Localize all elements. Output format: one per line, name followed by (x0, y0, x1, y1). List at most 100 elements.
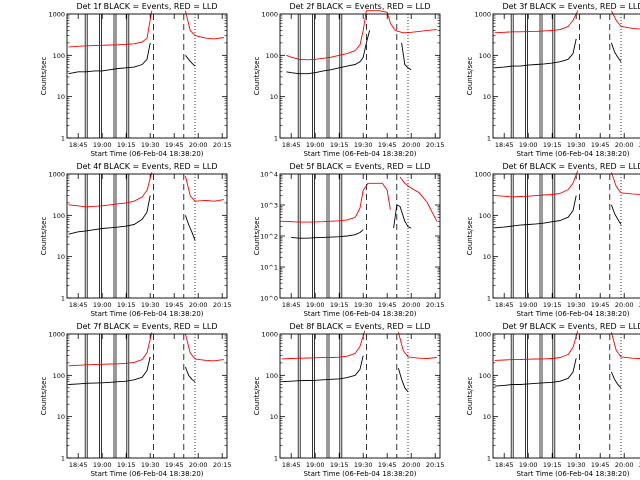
panel-title: Det 1f BLACK = Events, RED = LLD (76, 2, 217, 11)
x-tick-label: 19:30 (354, 301, 373, 309)
x-tick-label: 19:45 (378, 301, 397, 309)
x-tick-label: 19:00 (519, 461, 538, 469)
x-tick-label: 20:00 (402, 301, 421, 309)
x-tick-label: 18:45 (282, 461, 301, 469)
panel-6: Det 6f BLACK = Events, RED = LLD Counts/s… (466, 162, 640, 318)
y-tick-label: 10^0 (260, 295, 278, 303)
x-tick-label: 20:00 (402, 461, 421, 469)
y-tick-label: 100 (479, 212, 491, 220)
y-tick-label: 1 (487, 135, 491, 143)
events-series-line (286, 30, 412, 75)
x-axis-label: Start Time (06-Feb-04 18:38:20) (303, 310, 416, 318)
panel-1: Det 1f BLACK = Events, RED = LLD Counts/s… (40, 2, 232, 158)
x-tick-label: 19:30 (567, 461, 586, 469)
x-tick-label: 19:45 (591, 461, 610, 469)
y-tick-label: 10^3 (260, 202, 278, 210)
x-tick-label: 20:15 (426, 141, 445, 149)
x-tick-label: 20:15 (426, 301, 445, 309)
x-tick-label: 19:30 (141, 461, 160, 469)
y-tick-label: 10 (483, 93, 491, 101)
panel-title: Det 5f BLACK = Events, RED = LLD (289, 162, 430, 171)
panel-5: Det 5f BLACK = Events, RED = LLD Counts/s… (253, 162, 445, 318)
x-tick-label: 18:45 (282, 301, 301, 309)
y-tick-label: 10 (483, 253, 491, 261)
y-tick-label: 1000 (48, 11, 65, 19)
y-tick-label: 100 (53, 212, 65, 220)
lld-series-line (494, 330, 640, 361)
x-tick-label: 19:00 (519, 301, 538, 309)
y-tick-label: 100 (266, 52, 278, 60)
x-tick-label: 20:00 (615, 461, 634, 469)
x-tick-label: 19:00 (306, 301, 325, 309)
lld-series-line (494, 170, 640, 198)
events-series-line (291, 204, 412, 239)
panel-9: Det 9f BLACK = Events, RED = LLD Counts/s… (466, 322, 640, 478)
x-tick-label: 18:45 (69, 301, 88, 309)
lld-series-line (494, 10, 640, 34)
y-tick-label: 1000 (48, 171, 65, 179)
panel-title: Det 4f BLACK = Events, RED = LLD (76, 162, 217, 171)
y-axis-label: Counts/sec (40, 57, 48, 96)
x-axis-label: Start Time (06-Feb-04 18:38:20) (303, 150, 416, 158)
y-tick-label: 1000 (48, 331, 65, 339)
x-tick-label: 20:15 (213, 141, 232, 149)
panel-title: Det 7f BLACK = Events, RED = LLD (76, 322, 217, 331)
x-tick-label: 18:45 (495, 141, 514, 149)
events-series-line (494, 195, 622, 229)
x-tick-label: 19:30 (567, 301, 586, 309)
x-tick-label: 19:30 (141, 301, 160, 309)
x-tick-label: 19:15 (543, 301, 562, 309)
x-tick-label: 19:15 (117, 461, 136, 469)
panel-4: Det 4f BLACK = Events, RED = LLD Counts/s… (40, 162, 232, 318)
y-tick-label: 1000 (474, 331, 491, 339)
x-axis-label: Start Time (06-Feb-04 18:38:20) (516, 310, 629, 318)
x-axis-label: Start Time (06-Feb-04 18:38:20) (90, 150, 203, 158)
y-tick-label: 100 (53, 52, 65, 60)
lld-series-line (68, 332, 224, 367)
x-tick-label: 20:15 (639, 141, 640, 149)
y-tick-label: 10 (483, 413, 491, 421)
plot-frame (66, 333, 228, 459)
x-tick-label: 18:45 (495, 461, 514, 469)
plot-frame (492, 13, 640, 139)
x-tick-label: 18:45 (495, 301, 514, 309)
y-tick-label: 10^1 (260, 264, 278, 272)
x-axis-label: Start Time (06-Feb-04 18:38:20) (303, 470, 416, 478)
panel-3: Det 3f BLACK = Events, RED = LLD Counts/s… (466, 2, 640, 158)
x-tick-label: 18:45 (69, 141, 88, 149)
plot-frame (492, 173, 640, 299)
plot-frame (279, 173, 441, 299)
y-tick-label: 10^4 (260, 171, 278, 179)
x-axis-label: Start Time (06-Feb-04 18:38:20) (516, 150, 629, 158)
x-tick-label: 19:00 (93, 301, 112, 309)
x-axis-label: Start Time (06-Feb-04 18:38:20) (516, 470, 629, 478)
x-tick-label: 20:15 (639, 301, 640, 309)
y-tick-label: 1 (274, 135, 278, 143)
x-tick-label: 19:30 (354, 141, 373, 149)
x-axis-label: Start Time (06-Feb-04 18:38:20) (90, 310, 203, 318)
y-tick-label: 1 (61, 295, 65, 303)
y-tick-label: 1000 (474, 171, 491, 179)
y-tick-label: 1 (487, 295, 491, 303)
y-axis-label: Counts/sec (40, 377, 48, 416)
y-tick-label: 10 (57, 253, 65, 261)
x-tick-label: 19:45 (378, 141, 397, 149)
x-tick-label: 19:45 (591, 301, 610, 309)
y-axis-label: Counts/sec (40, 217, 48, 256)
x-tick-label: 20:00 (189, 461, 208, 469)
x-tick-label: 19:45 (165, 301, 184, 309)
panel-title: Det 6f BLACK = Events, RED = LLD (502, 162, 640, 171)
y-tick-label: 100 (479, 52, 491, 60)
y-tick-label: 1 (61, 455, 65, 463)
plot-frame (66, 13, 228, 139)
x-tick-label: 18:45 (282, 141, 301, 149)
y-tick-label: 1 (61, 135, 65, 143)
panel-8: Det 8f BLACK = Events, RED = LLD Counts/s… (253, 322, 445, 478)
panel-title: Det 8f BLACK = Events, RED = LLD (289, 322, 430, 331)
y-axis-label: Counts/sec (466, 217, 474, 256)
events-series-line (68, 42, 196, 75)
events-series-line (494, 358, 622, 389)
plot-frame (66, 173, 228, 299)
x-tick-label: 19:45 (378, 461, 397, 469)
